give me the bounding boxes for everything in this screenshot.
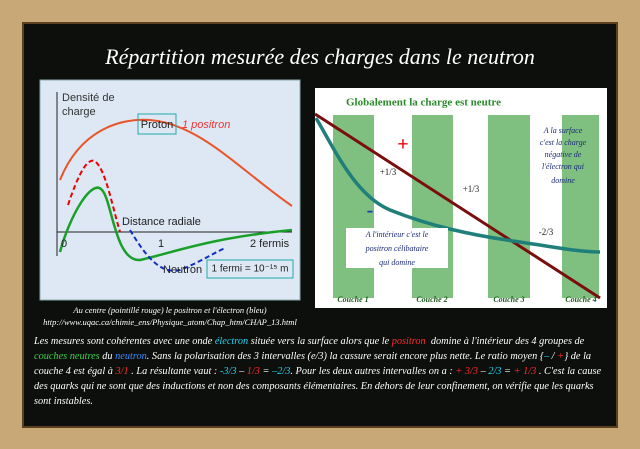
paragraph-text: . La résultante vaut : — [128, 366, 220, 377]
paragraph-text: située vers la surface alors que le — [248, 336, 392, 347]
tick-label: 1 — [158, 238, 164, 250]
charge-label: -2/3 — [539, 227, 554, 237]
paragraph: Les mesures sont cohérentes avec une ond… — [34, 334, 612, 409]
negative-curve — [314, 117, 601, 254]
charge-label: +1/3 — [463, 184, 480, 194]
layer-bar — [488, 115, 530, 298]
proton-box — [137, 113, 177, 135]
proton-label: Proton — [141, 119, 173, 131]
paragraph-text: domine à l'intérieur des 4 groupes de — [425, 336, 587, 347]
right-title: Globalement la charge est neutre — [346, 97, 501, 109]
surface-note: l'électron qui — [542, 162, 584, 171]
paragraph-text: + 3/3 — [455, 366, 478, 377]
layer-label: Couche 4 — [565, 295, 596, 304]
x-label: Distance radiale — [122, 216, 201, 228]
layer-label: Couche 3 — [493, 295, 524, 304]
paragraph-text: Les mesures sont cohérentes avec une ond… — [34, 336, 215, 347]
fermi-note: 1 fermi = 10⁻¹⁵ m — [212, 264, 289, 275]
paragraph-text: + — [557, 351, 565, 362]
paragraph-text: couches neutres — [34, 351, 100, 362]
paragraph-text: } de la couche 4 est égal à — [34, 351, 594, 377]
paragraph-text: . C'est la cause des quarks qui ne sont … — [34, 366, 604, 407]
tick-label: 0 — [61, 238, 67, 250]
plus-sign: + — [397, 134, 408, 156]
positive-line — [314, 112, 601, 300]
tick-label: 2 fermis — [250, 238, 290, 250]
caption-line: Au centre (pointillé rouge) le positron … — [73, 305, 267, 315]
paragraph-text: – — [543, 351, 550, 362]
paragraph-text: du — [99, 351, 116, 362]
left-figure-bg — [39, 79, 301, 301]
caption-url: http://www.uqac.ca/chimie_ens/Physique_a… — [43, 317, 297, 327]
neutron-curve — [58, 186, 293, 262]
inner-note: positron célibataire — [365, 244, 429, 253]
paragraph-text: électron — [214, 336, 249, 347]
y-label: charge — [62, 106, 96, 118]
paragraph-text: . Pour les deux autres intervalles on a … — [290, 366, 456, 377]
caption: Au centre (pointillé rouge) le positron … — [22, 304, 318, 328]
proton-curve — [59, 118, 293, 207]
paragraph-text: 2/3 — [488, 366, 502, 377]
positron-label: 1 positron — [182, 119, 230, 131]
paragraph-text: neutron — [115, 351, 147, 362]
minus-sign: - — [367, 200, 374, 222]
inner-note: qui domine — [379, 258, 415, 267]
fermi-box — [206, 259, 294, 279]
paragraph-text: positron — [391, 336, 426, 347]
paragraph-text: -3/3 — [219, 366, 237, 377]
slide-title: Répartition mesurée des charges dans le … — [105, 44, 535, 69]
paragraph-text: – — [478, 366, 489, 377]
neutron-label: Neutron — [163, 264, 202, 276]
surface-note: domine — [551, 176, 575, 185]
paragraph-text: – — [236, 366, 247, 377]
electron-curve — [129, 229, 226, 272]
paragraph-text: . Sans la polarisation des 3 intervalles… — [146, 351, 544, 362]
note-bg — [346, 228, 448, 268]
positron-curve — [67, 159, 121, 233]
layer-bar — [562, 115, 599, 298]
surface-note: c'est la charge — [540, 138, 587, 147]
layer-label: Couche 2 — [416, 295, 447, 304]
y-label: Densité de — [62, 92, 115, 104]
inner-note: A l'intérieur c'est le — [365, 230, 429, 239]
surface-note: A la surface — [543, 126, 583, 135]
paragraph-text: 3/1 — [115, 366, 129, 377]
paragraph-text: = — [259, 366, 273, 377]
paragraph-text: 1/3 — [246, 366, 260, 377]
paragraph-text: / — [549, 351, 558, 362]
paragraph-text: –2/3 — [272, 366, 291, 377]
layer-label: Couche 1 — [337, 295, 368, 304]
surface-note: négative de — [545, 150, 582, 159]
paragraph-text: = — [501, 366, 514, 377]
layer-bar — [412, 115, 453, 298]
charge-label: +1/3 — [380, 167, 397, 177]
paragraph-text: + 1/3 — [513, 366, 537, 377]
